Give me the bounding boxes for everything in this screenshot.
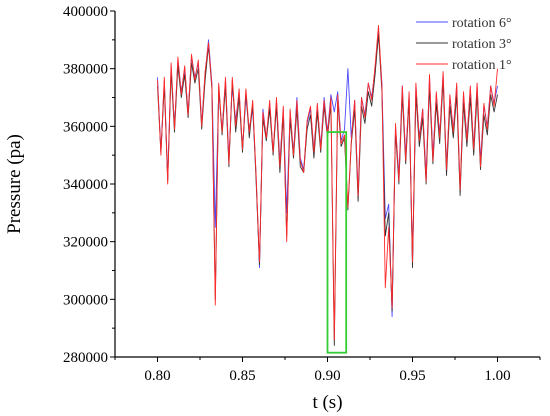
y-tick-label: 320000 xyxy=(63,235,108,251)
y-tick-label: 360000 xyxy=(63,119,108,135)
x-tick-label: 0.80 xyxy=(144,368,170,384)
y-tick-label: 400000 xyxy=(63,4,108,20)
highlight-layer xyxy=(326,131,348,354)
legend-label: rotation 3° xyxy=(452,37,512,52)
x-tick-label: 1.00 xyxy=(484,368,510,384)
y-axis-title: Pressure (pa) xyxy=(4,134,25,234)
y-tick-label: 300000 xyxy=(63,292,108,308)
x-tick-label: 0.95 xyxy=(399,368,425,384)
y-tick-label: 340000 xyxy=(63,177,108,193)
ticks-layer: 0.80 0.85 0.90 0.95 1.00 280000 300000 320000 34… xyxy=(63,4,541,384)
x-tick-label: 0.85 xyxy=(229,368,255,384)
legend-label: rotation 6° xyxy=(452,16,512,31)
y-tick-label: 280000 xyxy=(63,350,108,366)
highlight-box xyxy=(326,131,348,354)
x-axis-title: t (s) xyxy=(312,392,342,413)
x-tick-label: 0.90 xyxy=(314,368,340,384)
y-tick-label: 380000 xyxy=(63,62,108,78)
legend: rotation 6° rotation 3° rotation 1° xyxy=(416,16,512,73)
legend-label: rotation 1° xyxy=(452,58,512,73)
